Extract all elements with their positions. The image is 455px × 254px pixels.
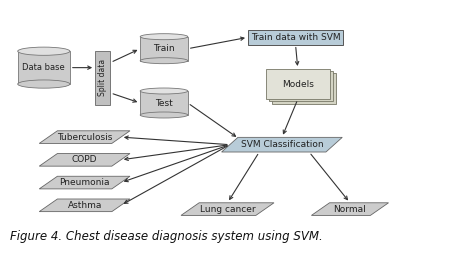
Polygon shape [39, 153, 130, 166]
Ellipse shape [140, 34, 188, 40]
FancyBboxPatch shape [248, 30, 343, 45]
Text: Figure 4. Chest disease diagnosis system using SVM.: Figure 4. Chest disease diagnosis system… [10, 230, 323, 243]
Text: Lung cancer: Lung cancer [200, 205, 255, 214]
Polygon shape [311, 203, 389, 215]
Polygon shape [222, 137, 342, 152]
Ellipse shape [140, 58, 188, 64]
FancyBboxPatch shape [140, 37, 188, 61]
Text: SVM Classification: SVM Classification [241, 140, 323, 149]
Text: COPD: COPD [72, 155, 97, 164]
Polygon shape [181, 203, 274, 215]
Text: Train: Train [153, 44, 175, 53]
Text: Split data: Split data [98, 59, 107, 96]
Polygon shape [39, 131, 130, 144]
Polygon shape [39, 176, 130, 189]
FancyBboxPatch shape [95, 51, 111, 105]
FancyBboxPatch shape [140, 91, 188, 115]
Ellipse shape [140, 88, 188, 94]
FancyBboxPatch shape [273, 73, 336, 104]
Text: Normal: Normal [334, 205, 366, 214]
Text: Train data with SVM: Train data with SVM [251, 33, 340, 42]
Text: Asthma: Asthma [67, 201, 102, 210]
Text: Pneumonia: Pneumonia [59, 178, 110, 187]
Ellipse shape [18, 80, 70, 88]
Polygon shape [39, 199, 130, 212]
Text: Test: Test [155, 99, 173, 107]
Ellipse shape [140, 112, 188, 118]
Text: Data base: Data base [22, 63, 65, 72]
FancyBboxPatch shape [266, 69, 329, 99]
Text: Tuberculosis: Tuberculosis [57, 133, 112, 141]
FancyBboxPatch shape [269, 71, 333, 102]
FancyBboxPatch shape [18, 51, 70, 84]
Text: Models: Models [282, 80, 314, 89]
Ellipse shape [18, 47, 70, 55]
